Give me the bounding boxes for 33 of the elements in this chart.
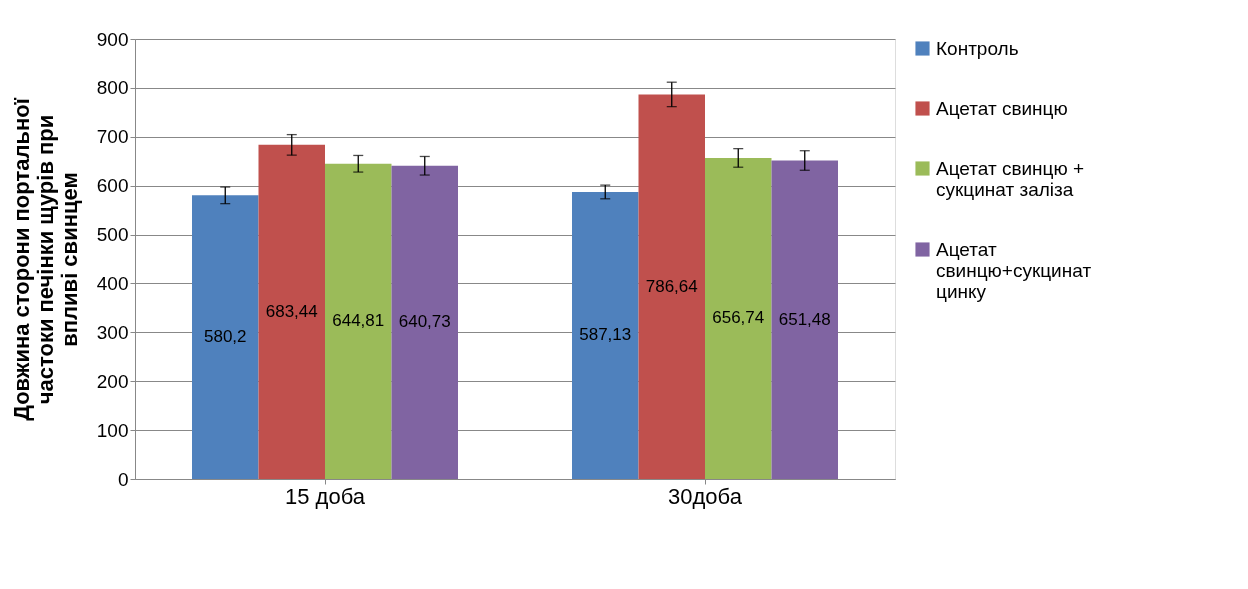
bar [325, 163, 392, 479]
x-tick-label: 30доба [668, 483, 743, 509]
bar [258, 144, 325, 479]
bar [192, 195, 259, 479]
y-tick-label: 400 [96, 272, 129, 294]
data-label: 651,48 [778, 309, 831, 329]
x-tick-label: 15 доба [285, 483, 366, 509]
data-label: 587,13 [579, 325, 632, 345]
legend-label: Контроль [936, 37, 1019, 59]
bar [638, 94, 705, 479]
y-tick-label: 100 [96, 419, 129, 441]
y-tick-label: 900 [96, 28, 129, 50]
y-tick-label: 800 [96, 77, 129, 99]
data-label: 580,2 [203, 327, 247, 347]
legend-label: Ацетат свинцю+сукцинат цинку [936, 238, 1092, 302]
data-label: 656,74 [712, 308, 765, 328]
y-tick-label: 700 [96, 126, 129, 148]
legend-label: Ацетат свинцю [936, 97, 1068, 119]
data-label: 640,73 [398, 312, 451, 332]
y-tick-label: 500 [96, 224, 129, 246]
y-tick-label: 200 [96, 370, 129, 392]
legend-label: Ацетат свинцю + сукцинат заліза [936, 157, 1085, 200]
y-tick-label: 300 [96, 321, 129, 343]
y-axis-title: Довжина сторони портальної частоки печінки щурів при впливі свинцем [8, 97, 82, 421]
data-label: 786,64 [645, 276, 698, 296]
data-label: 683,44 [265, 301, 318, 321]
bar [391, 165, 458, 479]
y-tick-label: 0 [117, 468, 129, 490]
bar [572, 191, 639, 479]
bar [771, 160, 838, 479]
data-label: 644,81 [332, 311, 385, 331]
y-tick-label: 600 [96, 175, 129, 197]
bar [705, 157, 772, 479]
